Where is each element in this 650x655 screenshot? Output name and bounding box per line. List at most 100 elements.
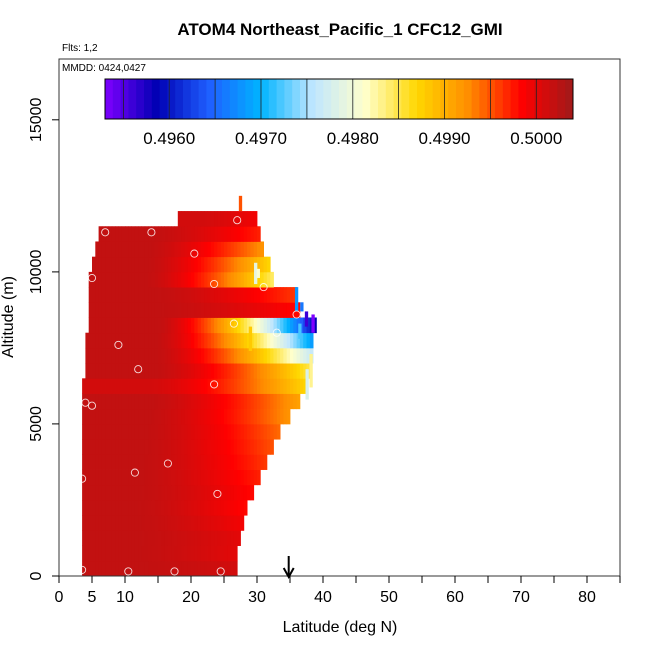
heatmap-cell [98,363,103,379]
observation-point [210,279,219,289]
heatmap-cell [144,545,149,562]
heatmap-cell [177,287,182,303]
colorbar-segment [315,79,324,119]
y-axis-label: Altitude (m) [0,276,17,358]
heatmap-cell [240,226,245,242]
x-tick-label: 80 [578,589,596,606]
heatmap-cell [111,469,116,486]
heatmap-cell [250,363,255,379]
heatmap-cell [95,469,99,486]
heatmap-cell [237,347,241,364]
heatmap-cell [148,499,152,516]
heatmap-cell [134,317,139,334]
heatmap-cell [101,423,106,440]
heatmap-cell [115,287,119,303]
heatmap-cell [217,256,222,273]
heatmap-cell [154,530,159,546]
heatmap-cell [128,439,132,455]
heatmap-cell [263,287,268,303]
heatmap-cell [98,393,103,410]
heatmap-cell [128,515,132,531]
heatmap-cell [207,363,212,379]
heatmap-cell [263,363,268,379]
observation-points [78,216,301,576]
heatmap-cell [217,226,222,242]
heatmap-cell [200,378,205,394]
colorbar-segment [307,79,317,119]
heatmap-cell [217,439,222,455]
heatmap-cell [204,211,208,227]
heatmap-cell [181,317,185,334]
heatmap-cell [95,332,99,349]
heatmap-cell [154,469,159,486]
observation-point [213,489,222,498]
heatmap-cell [240,423,245,440]
heatmap-cell [263,393,268,410]
heatmap-cell [161,256,165,273]
heatmap-cell [105,484,109,501]
heatmap-cell [237,317,241,334]
heatmap-cell [220,317,225,334]
heatmap-cell [108,378,113,394]
heatmap-cell [138,302,142,318]
heatmap-cell [247,469,251,486]
heatmap-cell [138,317,142,334]
heatmap-cell [108,515,113,531]
heatmap-cell [144,439,149,455]
heatmap-cell [134,256,139,273]
heatmap-cell [243,271,248,288]
heatmap-cell [181,560,185,576]
heatmap-cell [184,530,189,546]
heatmap-cell [243,423,248,440]
heatmap-cell [217,499,222,516]
heatmap-cell [85,378,90,394]
heatmap-cell [161,347,165,364]
heatmap-cell [118,256,123,273]
heatmap-cell [191,287,195,303]
heatmap-cell [111,287,116,303]
heatmap-cell [174,515,179,531]
heatmap-cell [243,317,248,334]
heatmap-cell [184,408,189,425]
heatmap-cell [161,241,165,258]
colorbar-tick-label: 0.4980 [327,129,379,148]
heatmap-cell [82,560,86,576]
heatmap-cell [141,560,146,576]
heatmap-cell [118,469,123,486]
observation-point [210,380,219,389]
heatmap-cell [227,317,231,334]
heatmap-cell [171,378,175,394]
colorbar-segment [175,79,184,119]
heatmap-cell [98,530,103,546]
heatmap-cell [161,332,165,349]
heatmap-cell [144,454,149,470]
heatmap-cell [214,378,218,394]
heatmap-cell [171,423,175,440]
heatmap-cell [92,423,96,440]
heatmap-cell [144,317,149,334]
heatmap-cell [88,515,93,531]
heatmap-cell [184,317,189,334]
heatmap-cell [111,454,116,470]
heatmap-cell [125,484,129,501]
heatmap-cell [82,439,86,455]
heatmap-cell [200,256,205,273]
heatmap-cell [171,393,175,410]
heatmap-cell [148,226,152,242]
heatmap-cell [111,302,116,318]
heatmap-cell [138,378,142,394]
heatmap-cell [88,378,93,394]
heatmap-cell [161,545,165,562]
heatmap-cell [148,302,152,318]
heatmap-cell [191,363,195,379]
heatmap-cell [200,560,205,576]
heatmap-cell [257,302,261,318]
heatmap-cell [260,302,264,318]
arrow-head [282,567,295,580]
heatmap-cell [184,454,189,470]
heatmap-cell [171,530,175,546]
heatmap-cell [121,256,126,273]
heatmap-cell [194,363,198,379]
heatmap-cell [138,408,142,425]
heatmap-cell [88,363,93,379]
